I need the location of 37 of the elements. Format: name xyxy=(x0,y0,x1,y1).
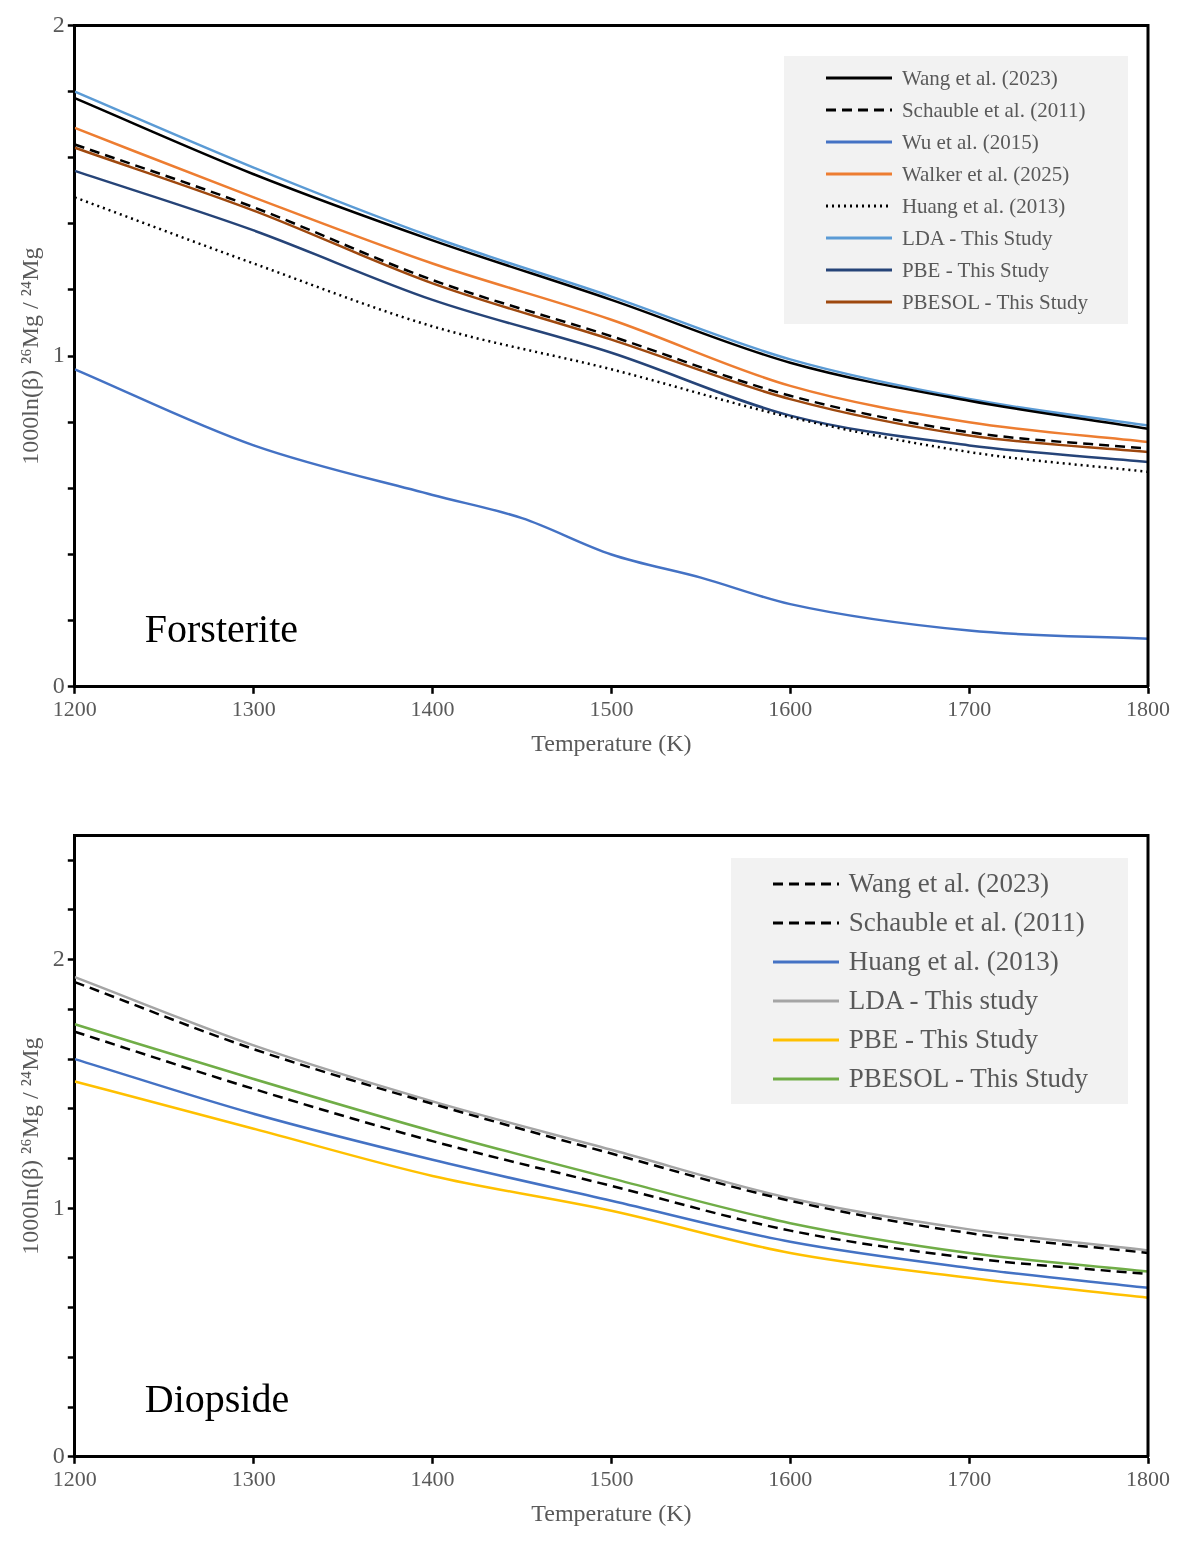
x-tick-label: 1300 xyxy=(231,1465,276,1491)
legend-label: PBE - This Study xyxy=(901,257,1050,283)
x-tick-label: 1800 xyxy=(1126,1465,1170,1491)
x-tick-label: 1400 xyxy=(410,695,455,721)
legend-label: Walker et al. (2025) xyxy=(901,161,1070,187)
line-series xyxy=(74,368,1148,641)
y-axis-title: 1000ln(β) ²⁶Mg / ²⁴Mg xyxy=(16,1037,43,1255)
legend-label: Wang et al. (2023) xyxy=(901,65,1058,91)
legend-label: Schauble et al. (2011) xyxy=(848,907,1085,938)
y-axis-title: 1000ln(β) ²⁶Mg / ²⁴Mg xyxy=(16,247,43,465)
x-tick-label: 1600 xyxy=(768,1465,813,1491)
x-tick-label: 1700 xyxy=(947,1465,992,1491)
y-tick-label: 1 xyxy=(52,1193,65,1220)
legend-label: Wu et al. (2015) xyxy=(901,129,1039,155)
y-tick-label: 1 xyxy=(52,341,65,368)
x-tick-label: 1800 xyxy=(1126,695,1170,721)
legend-label: Wang et al. (2023) xyxy=(848,868,1049,899)
legend-label: PBESOL - This Study xyxy=(848,1063,1088,1094)
legend-label: LDA - This study xyxy=(848,985,1038,1016)
y-tick-label: 2 xyxy=(52,944,65,971)
legend-label: PBE - This Study xyxy=(848,1024,1038,1055)
x-tick-label: 1500 xyxy=(589,695,634,721)
annotation: Diopside xyxy=(144,1376,290,1422)
x-tick-label: 1400 xyxy=(410,1465,455,1491)
x-tick-label: 1700 xyxy=(947,695,992,721)
x-tick-label: 1300 xyxy=(231,695,276,721)
legend-label: LDA - This Study xyxy=(901,225,1053,251)
legend-label: PBESOL - This Study xyxy=(901,289,1088,315)
y-tick-label: 2 xyxy=(52,10,65,37)
x-tick-label: 1600 xyxy=(768,695,813,721)
legend-label: Huang et al. (2013) xyxy=(901,193,1066,219)
legend-label: Huang et al. (2013) xyxy=(848,946,1059,977)
legend-label: Schauble et al. (2011) xyxy=(901,97,1086,123)
x-axis-title: Temperature (K) xyxy=(531,729,692,756)
x-tick-label: 1500 xyxy=(589,1465,634,1491)
annotation: Forsterite xyxy=(144,606,299,652)
x-axis-title: Temperature (K) xyxy=(531,1499,692,1526)
